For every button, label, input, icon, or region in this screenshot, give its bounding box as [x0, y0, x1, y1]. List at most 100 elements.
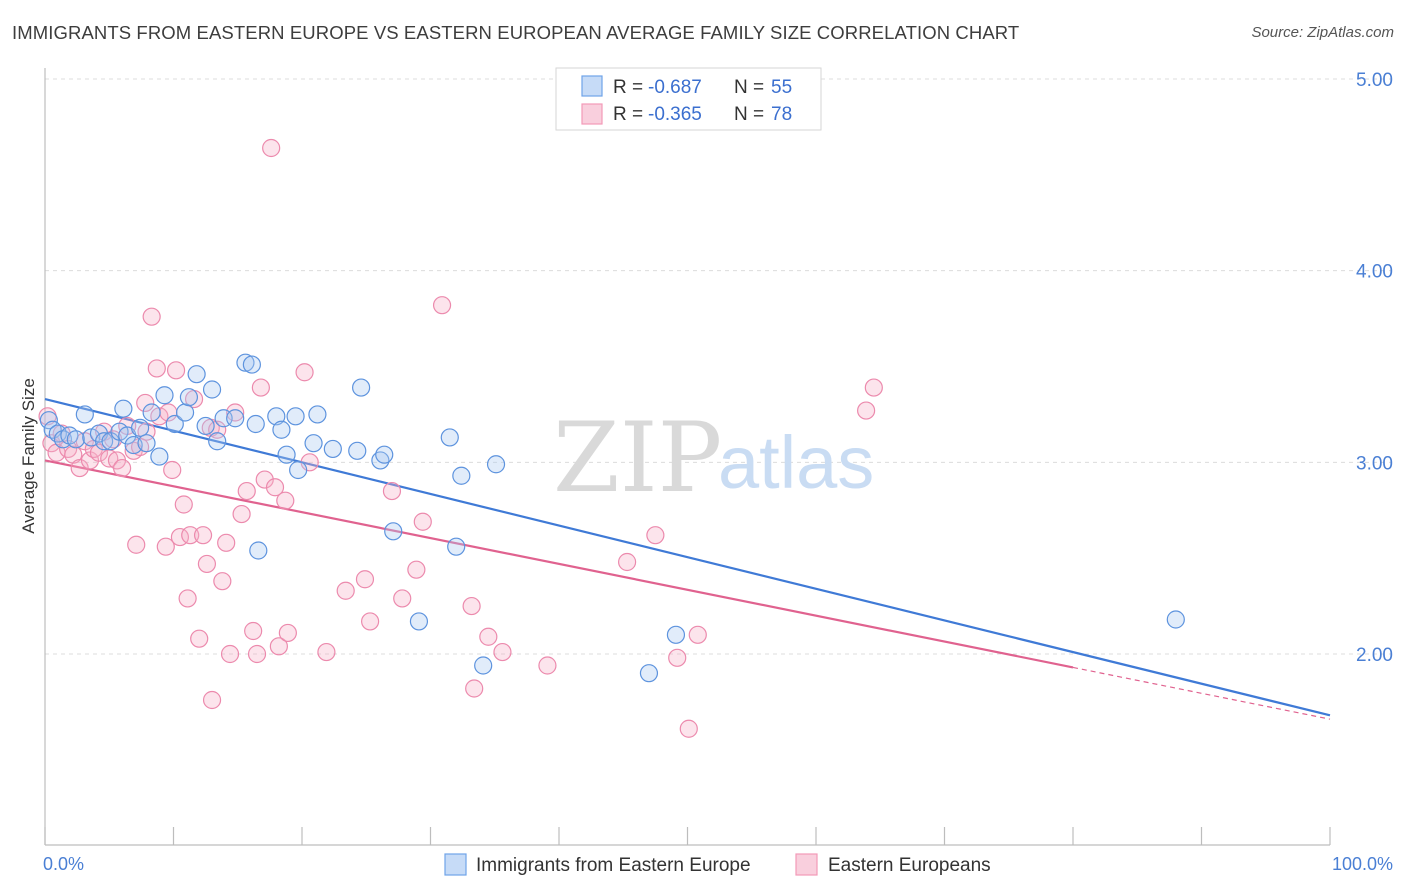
- immigrants-point-40: [323, 439, 342, 459]
- eastern-europeans-point-20: [136, 393, 155, 413]
- eastern-europeans-point-43: [226, 403, 245, 422]
- bottom-legend: Immigrants from Eastern Europe Eastern E…: [444, 853, 991, 876]
- immigrants-point-49: [452, 466, 471, 485]
- immigrants-point-19: [155, 386, 174, 405]
- series-eastern-europeans: [38, 138, 883, 738]
- eastern-europeans-point-46: [244, 621, 263, 641]
- immigrants-point-38: [304, 434, 323, 453]
- immigrants-point-17: [142, 403, 161, 422]
- eastern-europeans-point-48: [251, 378, 270, 397]
- eastern-europeans-point-44: [232, 504, 251, 524]
- immigrants-point-35: [277, 445, 296, 464]
- watermark-atlas: atlas: [718, 421, 874, 504]
- eastern-europeans-point-75: [688, 625, 707, 644]
- y-axis-label: Average Family Size: [19, 378, 38, 534]
- trend-line-eastern-europeans: [44, 459, 1074, 669]
- immigrants-point-22: [179, 388, 199, 407]
- axes: [44, 68, 1331, 846]
- immigrants-point-32: [249, 541, 268, 560]
- eastern-europeans-point-32: [181, 526, 200, 545]
- watermark: ZIP atlas: [553, 402, 874, 514]
- legend-r-label-1: R =: [613, 77, 643, 98]
- eastern-europeans-point-68: [479, 627, 498, 646]
- bottom-legend-label-2: Eastern Europeans: [828, 855, 991, 876]
- immigrants-point-2: [48, 424, 67, 443]
- immigrants-point-28: [226, 409, 245, 428]
- immigrants-point-53: [666, 625, 686, 644]
- immigrants-point-44: [375, 445, 394, 464]
- immigrants-point-47: [440, 428, 459, 447]
- bottom-legend-label-1: Immigrants from Eastern Europe: [476, 855, 751, 876]
- immigrants-point-9: [95, 432, 114, 451]
- x-tick-labels: 0.0% 100.0%: [43, 854, 1393, 874]
- immigrants-point-0: [39, 411, 58, 430]
- immigrants-point-31: [246, 414, 265, 434]
- immigrants-point-46: [409, 612, 429, 631]
- eastern-europeans-point-6: [70, 458, 89, 478]
- eastern-europeans-point-4: [59, 439, 78, 459]
- immigrants-point-20: [165, 414, 184, 434]
- immigrants-point-41: [352, 378, 371, 397]
- immigrants-point-15: [130, 418, 150, 437]
- legend-r-value-2: -0.365: [648, 104, 702, 125]
- eastern-europeans-point-36: [197, 554, 217, 574]
- bottom-legend-swatch-blue: [444, 853, 467, 876]
- trend-lines: [44, 398, 1331, 720]
- immigrants-point-50: [474, 656, 493, 675]
- watermark-zip: ZIP: [553, 402, 722, 514]
- eastern-europeans-point-73: [668, 648, 687, 667]
- y-tick-label-1: 3.00: [1356, 453, 1393, 474]
- immigrants-point-6: [75, 405, 94, 424]
- eastern-europeans-point-35: [193, 526, 213, 545]
- legend-n-value-1: 55: [771, 77, 792, 98]
- legend-swatch-blue: [581, 75, 603, 97]
- eastern-europeans-point-18: [127, 535, 146, 554]
- eastern-europeans-point-41: [217, 533, 236, 552]
- eastern-europeans-point-64: [413, 512, 432, 531]
- immigrants-point-30: [242, 355, 261, 374]
- eastern-europeans-point-10: [89, 443, 109, 462]
- eastern-europeans-point-15: [112, 458, 132, 478]
- eastern-europeans-point-69: [493, 642, 512, 662]
- eastern-europeans-point-42: [220, 644, 240, 664]
- series-immigrants-from-eastern-europe: [39, 353, 1185, 683]
- immigrants-point-24: [196, 416, 215, 436]
- immigrants-point-34: [272, 420, 291, 439]
- eastern-europeans-point-59: [355, 570, 375, 589]
- immigrants-point-37: [289, 460, 308, 480]
- trend-line-immigrants: [44, 398, 1331, 717]
- immigrants-point-42: [348, 441, 367, 460]
- immigrants-point-51: [486, 455, 506, 474]
- y-tick-label-0: 2.00: [1356, 645, 1393, 666]
- eastern-europeans-point-61: [382, 481, 402, 501]
- eastern-europeans-point-45: [237, 481, 256, 501]
- legend-n-label-2: N =: [734, 104, 764, 125]
- eastern-europeans-point-22: [142, 307, 161, 326]
- eastern-europeans-point-28: [166, 361, 186, 380]
- y-tick-labels: 2.00 3.00 4.00 5.00: [1356, 70, 1393, 666]
- eastern-europeans-point-38: [202, 690, 222, 710]
- eastern-europeans-point-31: [178, 589, 197, 608]
- immigrants-point-12: [114, 399, 133, 418]
- eastern-europeans-point-58: [336, 581, 355, 600]
- eastern-europeans-point-62: [393, 589, 412, 608]
- bottom-legend-swatch-pink: [795, 853, 818, 876]
- x-tick-label-0: 0.0%: [43, 854, 84, 874]
- gridlines: [45, 78, 1392, 655]
- trend-line-eastern-europeans-extrapolated: [1072, 666, 1331, 720]
- legend-box: R = -0.687 N = 55 R = -0.365 N = 78: [555, 67, 822, 131]
- y-tick-label-2: 4.00: [1356, 262, 1393, 283]
- eastern-europeans-point-60: [361, 612, 380, 631]
- immigrants-point-26: [208, 432, 227, 451]
- eastern-europeans-point-76: [857, 401, 876, 420]
- eastern-europeans-point-52: [269, 637, 288, 656]
- eastern-europeans-point-63: [407, 560, 426, 579]
- immigrants-point-54: [1166, 610, 1185, 629]
- eastern-europeans-point-25: [156, 537, 175, 556]
- eastern-europeans-point-67: [465, 679, 484, 698]
- eastern-europeans-point-65: [432, 296, 452, 315]
- eastern-europeans-point-47: [247, 644, 267, 664]
- immigrants-point-16: [137, 434, 156, 453]
- eastern-europeans-point-27: [163, 460, 182, 480]
